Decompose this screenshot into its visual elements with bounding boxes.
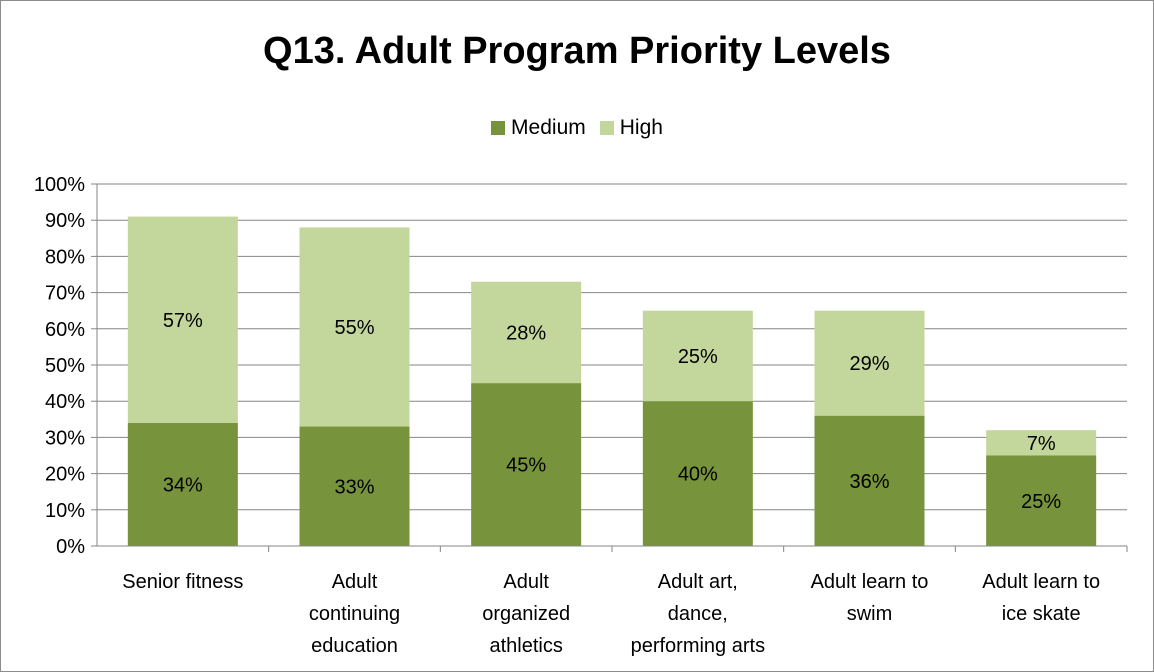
bar-high <box>127 216 238 423</box>
data-label: 34% <box>163 474 203 496</box>
legend-swatch-medium <box>491 121 506 135</box>
legend-label-high: High <box>619 116 663 139</box>
bar-medium <box>127 422 238 546</box>
data-label: 33% <box>334 476 374 498</box>
x-tick-label: swim <box>847 603 893 625</box>
bar-high <box>642 310 753 402</box>
y-tick-label: 100% <box>34 174 85 196</box>
legend-label-medium: Medium <box>511 116 586 139</box>
y-tick-label: 20% <box>45 464 85 486</box>
bar-medium <box>299 426 410 546</box>
data-label: 25% <box>1021 491 1061 513</box>
data-label: 40% <box>678 464 718 486</box>
data-label: 45% <box>506 455 546 477</box>
y-tick-label: 90% <box>45 210 85 232</box>
bar-high <box>814 310 925 416</box>
data-label: 7% <box>1027 433 1056 455</box>
bar-medium <box>986 455 1097 546</box>
x-tick-label: continuing <box>309 603 400 625</box>
y-tick-label: 60% <box>45 319 85 341</box>
x-tick-label: performing arts <box>631 635 766 657</box>
x-tick-label: Adult art, <box>658 571 738 593</box>
bar-high <box>299 227 410 427</box>
bar-medium <box>814 415 925 546</box>
x-tick-label: dance, <box>668 603 728 625</box>
y-tick-label: 30% <box>45 427 85 449</box>
data-label: 36% <box>849 471 889 493</box>
x-tick-label: Adult learn to <box>982 571 1100 593</box>
x-tick-label: Adult <box>332 571 378 593</box>
chart-title: Q13. Adult Program Priority Levels <box>263 30 891 72</box>
x-tick-label: Adult learn to <box>811 571 929 593</box>
y-tick-label: 0% <box>56 536 85 558</box>
legend-item-high: High <box>599 116 663 140</box>
x-tick-label: athletics <box>489 635 562 657</box>
bar-medium <box>642 401 753 546</box>
x-tick-label: Senior fitness <box>122 571 243 593</box>
x-tick-label: ice skate <box>1002 603 1081 625</box>
y-tick-label: 40% <box>45 391 85 413</box>
legend-swatch-high <box>599 121 614 135</box>
y-tick-label: 80% <box>45 246 85 268</box>
legend-item-medium: Medium <box>491 116 586 140</box>
data-label: 29% <box>849 353 889 375</box>
x-tick-label: Adult <box>503 571 549 593</box>
bar-medium <box>471 383 582 546</box>
legend: Medium High <box>0 116 1154 140</box>
data-label: 55% <box>334 317 374 339</box>
data-label: 28% <box>506 322 546 344</box>
y-tick-label: 70% <box>45 283 85 305</box>
data-label: 25% <box>678 346 718 368</box>
y-tick-label: 10% <box>45 500 85 522</box>
x-tick-label: organized <box>482 603 570 625</box>
bar-high <box>471 281 582 384</box>
y-tick-label: 50% <box>45 355 85 377</box>
x-tick-label: education <box>311 635 398 657</box>
data-label: 57% <box>163 310 203 332</box>
bar-high <box>986 430 1097 456</box>
